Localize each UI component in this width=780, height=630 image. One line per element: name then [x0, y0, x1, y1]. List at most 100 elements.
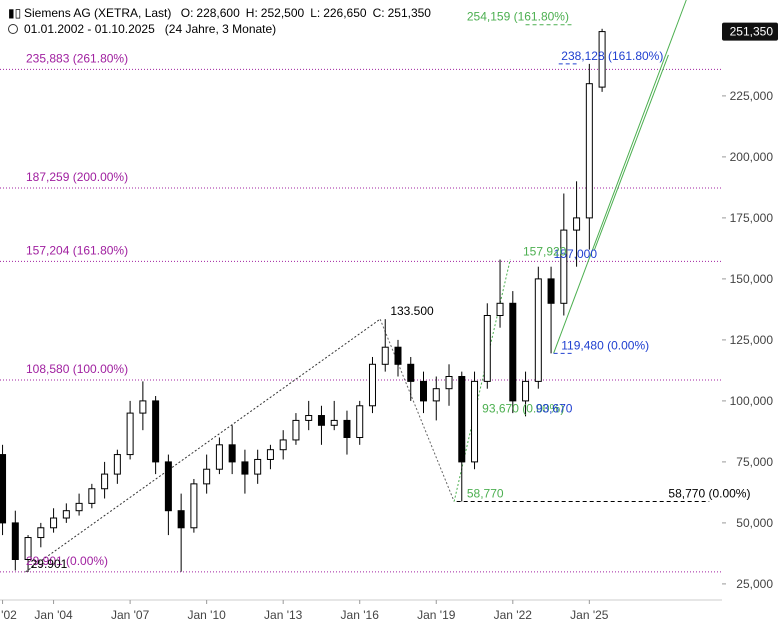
candle-body [381, 346, 389, 365]
ohlc-value: 226,650 [323, 6, 367, 20]
candle-body [547, 278, 555, 304]
candle-body [101, 473, 109, 490]
x-tick-label: Jan '13 [264, 608, 303, 622]
candle-body [139, 400, 147, 414]
candle-body [190, 483, 198, 529]
ohlc-key: C: [373, 6, 385, 20]
fib-level-label: 108,580 (100.00%) [26, 362, 128, 376]
candle-body [330, 419, 338, 426]
candle-body [75, 502, 83, 512]
candle-body [509, 302, 517, 402]
x-tick-label: Jan '07 [111, 608, 150, 622]
candle-body [164, 461, 172, 512]
y-tick-label: 125,000 [730, 333, 774, 347]
candle-body [522, 380, 530, 402]
candle-body [317, 415, 325, 426]
x-tick-label: Jan '19 [417, 608, 456, 622]
chart-icon: ▮▯ [8, 6, 21, 20]
y-tick-label: 150,000 [730, 272, 774, 286]
candle-body [356, 405, 364, 438]
annotation-label: 58,770 [467, 486, 504, 500]
candle-body [496, 302, 504, 316]
chart-title: Siemens AG (XETRA, Last) [24, 6, 171, 20]
x-tick-label: Jan '16 [341, 608, 380, 622]
candle-body [420, 380, 428, 402]
annotation-label: 238,128 (161.80%) [561, 49, 663, 63]
annotation-label: 133.500 [390, 304, 434, 318]
candle-body [254, 458, 262, 475]
candle-body [343, 419, 351, 438]
candle-body [368, 363, 376, 407]
candle-body [37, 527, 45, 539]
candle-body [598, 31, 606, 88]
candle-body [407, 363, 415, 382]
candle-body [458, 375, 466, 463]
last-price-label: 251,350 [730, 25, 774, 39]
subtitle-note: (24 Jahre, 3 Monate) [165, 22, 276, 36]
candle-body [483, 314, 491, 382]
annotation-label: 58,770 (0.00%) [668, 486, 750, 500]
candle-body [585, 83, 593, 219]
ohlc-key: O: [181, 6, 194, 20]
annotation-label: 29.901 [31, 557, 68, 571]
annotation-label: 157,000 [554, 247, 598, 261]
candle-body [279, 439, 287, 451]
candle-body [241, 461, 249, 475]
trendline [379, 318, 455, 502]
clock-icon [8, 24, 18, 34]
subtitle: 01.01.2002 - 01.10.2025 [24, 22, 155, 36]
fib-level-label: 235,883 (261.80%) [26, 51, 128, 65]
candle-body [215, 444, 223, 470]
y-tick-label: 100,000 [730, 394, 774, 408]
subtitle-line: 01.01.2002 - 01.10.2025 (24 Jahre, 3 Mona… [24, 22, 276, 36]
candle-body [11, 522, 19, 560]
x-tick-label: Jan '10 [187, 608, 226, 622]
header-line: Siemens AG (XETRA, Last) O: 228,600 H: 252,… [24, 6, 431, 20]
candle-body [50, 517, 58, 529]
ohlc-key: H: [246, 6, 258, 20]
candle-body [24, 537, 32, 560]
candle-body [305, 415, 313, 421]
candle-body [471, 380, 479, 463]
y-tick-label: 225,000 [730, 89, 774, 103]
y-tick-label: 175,000 [730, 211, 774, 225]
candle-body [126, 412, 134, 456]
header: ▮▯ Siemens AG (XETRA, Last) O: 228,600 H: 2… [8, 6, 431, 36]
fib-level-label: 187,259 (200.00%) [26, 170, 128, 184]
annotation-label: 93,670 [536, 401, 573, 415]
annotation-label: 254,159 (161.80%) [467, 10, 569, 24]
x-tick-label: '02 [1, 608, 17, 622]
x-tick-label: Jan '22 [494, 608, 533, 622]
y-tick-label: 25,000 [736, 577, 773, 591]
candle-body [292, 419, 300, 441]
ohlc-key: L: [310, 6, 320, 20]
y-tick-label: 50,000 [736, 516, 773, 530]
candle-body [573, 217, 581, 231]
candle-body [62, 510, 70, 519]
x-tick-label: Jan '25 [570, 608, 609, 622]
candle-body [203, 468, 211, 485]
candle-body [177, 510, 185, 529]
fib-level-label: 29,901 (0.00%) [26, 554, 108, 568]
annotation-label: 93,670 (0.00%) [482, 401, 564, 415]
fib-level-label: 157,204 (161.80%) [26, 243, 128, 257]
candle-body [394, 346, 402, 365]
candle-body [560, 229, 568, 304]
trendline [593, 54, 669, 251]
ohlc-value: 252,500 [261, 6, 305, 20]
plot-area [0, 0, 722, 573]
trendline [553, 0, 687, 354]
annotation-label: 119,480 (0.00%) [561, 338, 649, 352]
candle-body [88, 488, 96, 504]
x-tick-label: Jan '04 [34, 608, 73, 622]
y-tick-label: 200,000 [730, 150, 774, 164]
trendline [25, 318, 381, 573]
candle-body [0, 454, 7, 524]
annotation-label: 157,920 [523, 245, 567, 259]
candle-body [113, 454, 121, 475]
ohlc-value: 228,600 [196, 6, 240, 20]
ohlc-value: 251,350 [388, 6, 432, 20]
candle-body [228, 444, 236, 463]
last-price-badge [722, 22, 778, 41]
